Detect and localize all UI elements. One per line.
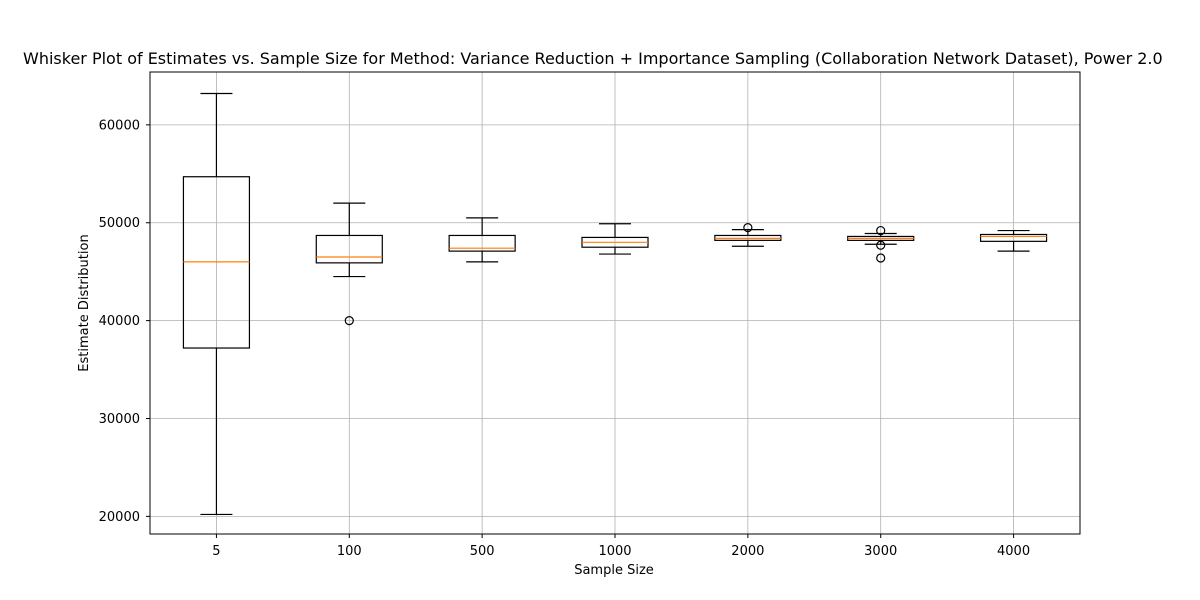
grid-lines	[150, 72, 1080, 534]
box-500	[448, 217, 516, 263]
iqr-box	[979, 233, 1048, 242]
x-tick-label: 4000	[997, 544, 1030, 559]
iqr-box	[315, 234, 383, 264]
y-axis-label: Estimate Distribution	[77, 234, 92, 371]
box-3000	[847, 225, 915, 263]
outlier-point	[344, 316, 354, 326]
y-tick-label: 50000	[99, 216, 140, 231]
x-tick-label: 500	[470, 544, 495, 559]
outlier-point	[876, 253, 886, 263]
box-4000	[979, 229, 1048, 252]
x-tick-label: 3000	[864, 544, 897, 559]
box-series	[182, 92, 1048, 516]
y-tick-label: 40000	[99, 314, 140, 329]
iqr-box	[448, 234, 516, 252]
box-1000	[581, 223, 649, 255]
x-tick-label: 2000	[731, 544, 764, 559]
y-tick-label: 30000	[99, 412, 140, 427]
y-tick-label: 20000	[99, 510, 140, 525]
y-tick-label: 60000	[99, 118, 140, 133]
x-tick-label: 5	[212, 544, 220, 559]
box-5	[182, 92, 251, 516]
axis-ticks: 20000 30000 40000 50000 60000 5 100 500 1000 2000…	[99, 118, 1030, 559]
chart-title: Whisker Plot of Estimates vs. Sample Siz…	[23, 49, 1163, 68]
box-2000	[714, 223, 782, 247]
x-axis-label: Sample Size	[574, 563, 654, 578]
outlier-point	[876, 225, 886, 236]
outlier-point	[876, 240, 886, 250]
x-tick-label: 100	[337, 544, 362, 559]
x-tick-label: 1000	[598, 544, 631, 559]
outlier-point	[743, 223, 753, 233]
box-100	[315, 202, 383, 326]
